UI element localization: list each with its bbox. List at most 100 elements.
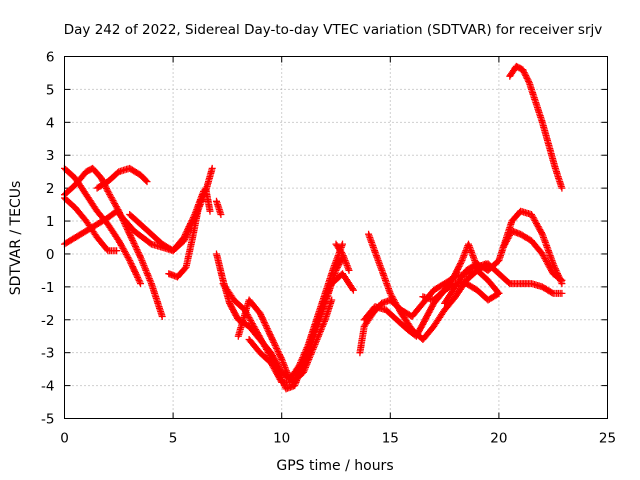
data-point [135, 250, 143, 258]
data-point [112, 201, 119, 209]
data-point [418, 322, 426, 330]
data-point [113, 247, 121, 255]
data-point [208, 164, 216, 172]
data-point [303, 360, 311, 368]
data-point [267, 332, 275, 340]
y-tick-label: 1 [46, 214, 55, 230]
series-arc-17 [419, 240, 490, 304]
data-point [230, 308, 238, 316]
data-point [132, 270, 140, 278]
plot-area [61, 62, 566, 393]
data-point [310, 342, 318, 350]
data-point [529, 214, 537, 221]
y-tick-label: -2 [41, 313, 54, 329]
data-point [520, 67, 527, 75]
data-point [143, 178, 151, 186]
data-point [127, 233, 135, 241]
data-point [423, 313, 431, 321]
series-arc-6 [126, 187, 207, 255]
data-point [123, 252, 131, 260]
data-point [184, 224, 192, 232]
data-point [499, 243, 507, 251]
data-point [226, 301, 234, 309]
series-arc-12 [245, 296, 336, 386]
data-point [263, 325, 271, 332]
series-arc-20 [506, 62, 566, 192]
data-point [228, 304, 236, 312]
data-point [143, 268, 151, 276]
data-point [264, 326, 272, 334]
data-point [543, 259, 551, 267]
series-arc-4 [61, 194, 121, 255]
data-point [494, 290, 501, 298]
data-point [259, 339, 267, 347]
data-point [105, 189, 113, 197]
data-point [270, 338, 278, 346]
data-point [274, 348, 282, 356]
data-point [135, 277, 143, 284]
data-point [278, 355, 286, 363]
data-point [523, 74, 531, 82]
data-point [419, 320, 427, 328]
data-point [117, 240, 124, 248]
data-point [457, 260, 464, 267]
data-point [299, 368, 307, 376]
series-arc-2 [61, 164, 166, 320]
data-point [256, 309, 264, 317]
data-point [301, 365, 309, 373]
y-tick-label: -5 [41, 412, 54, 428]
data-point [313, 336, 321, 343]
data-point [469, 252, 477, 260]
data-point [345, 266, 353, 274]
data-point [302, 362, 310, 370]
data-point [276, 351, 283, 359]
data-point [276, 352, 284, 360]
data-point [391, 297, 398, 305]
series-arc-19 [499, 227, 566, 284]
y-tick-label: 5 [46, 82, 55, 98]
data-point [338, 249, 346, 256]
data-point [131, 267, 139, 275]
data-point [196, 199, 204, 207]
data-point [310, 344, 318, 352]
data-point [388, 293, 396, 300]
data-point [134, 273, 142, 281]
data-point [265, 329, 273, 337]
data-point [126, 230, 134, 238]
plot-frame [64, 56, 608, 419]
data-point [231, 310, 239, 318]
y-tick-label: 3 [46, 148, 55, 164]
data-point [537, 227, 545, 235]
data-point [253, 327, 260, 335]
y-tick-label: -3 [41, 346, 54, 362]
data-point [273, 346, 281, 354]
data-point [538, 229, 545, 237]
series-arc-13 [332, 240, 353, 274]
data-point [134, 247, 142, 255]
data-point [318, 324, 326, 332]
data-point [130, 266, 138, 274]
data-point [425, 308, 433, 316]
data-point [136, 252, 144, 260]
data-point [339, 250, 346, 258]
data-point [424, 310, 432, 318]
data-point [232, 311, 240, 319]
data-point [504, 234, 512, 242]
data-point [420, 317, 428, 325]
data-point [233, 313, 241, 321]
y-tick-label: 6 [46, 50, 55, 66]
series-arc-16 [365, 230, 566, 343]
y-axis-label: SDTVAR / TECUs [8, 181, 24, 296]
data-point [274, 372, 282, 380]
data-point [264, 348, 272, 356]
data-point [275, 349, 283, 357]
data-point [125, 229, 133, 237]
data-point [319, 321, 327, 329]
data-point [130, 239, 138, 247]
data-point [307, 350, 315, 358]
data-point [395, 305, 403, 313]
data-point [230, 307, 237, 315]
data-point [181, 264, 189, 272]
data-point [146, 276, 154, 284]
x-tick-label: 10 [273, 431, 290, 447]
